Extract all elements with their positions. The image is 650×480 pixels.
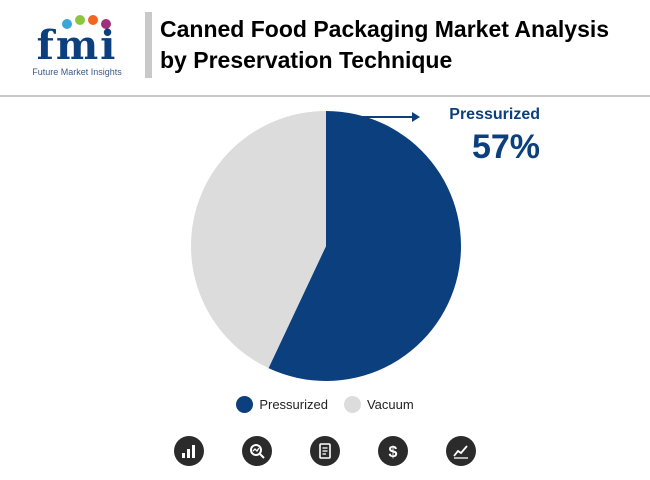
footer-icons: $ [0, 436, 650, 466]
callout-arrow [326, 112, 420, 122]
report-document-icon [310, 436, 340, 466]
legend: Pressurized Vacuum [0, 396, 650, 413]
logo-dot [88, 15, 98, 25]
callout-label: Pressurized [449, 106, 540, 123]
title-accent-bar [145, 12, 152, 78]
pie-slice-pressurized [268, 111, 462, 382]
header: fmi Future Market Insights Canned Food P… [0, 0, 650, 95]
legend-swatch [343, 396, 361, 413]
legend-label: Pressurized [259, 397, 328, 412]
line-chart-icon [446, 436, 476, 466]
bar-chart-icon [174, 436, 204, 466]
logo-dot [62, 19, 72, 29]
legend-item-pressurized: Pressurized [236, 396, 328, 413]
chart-title: Canned Food Packaging Market Analysis by… [160, 16, 610, 73]
legend-label: Vacuum [366, 397, 414, 412]
callout-value: 57% [471, 128, 540, 166]
logo-dot [101, 19, 111, 29]
magnifier-trend-icon [242, 436, 272, 466]
logo-subtitle: Future Market Insights [32, 67, 122, 77]
dollar-icon: $ [378, 436, 408, 466]
legend-swatch [236, 396, 254, 413]
pie-slices [191, 111, 462, 382]
pie-chart [191, 111, 462, 382]
legend-item-vacuum: Vacuum [343, 396, 414, 413]
fmi-logo: fmi Future Market Insights [22, 12, 132, 80]
logo-wordmark: fmi [36, 22, 118, 69]
header-divider [0, 95, 650, 97]
pie-slice-vacuum [191, 111, 326, 369]
logo-dot [75, 15, 85, 25]
svg-text:$: $ [389, 444, 398, 460]
